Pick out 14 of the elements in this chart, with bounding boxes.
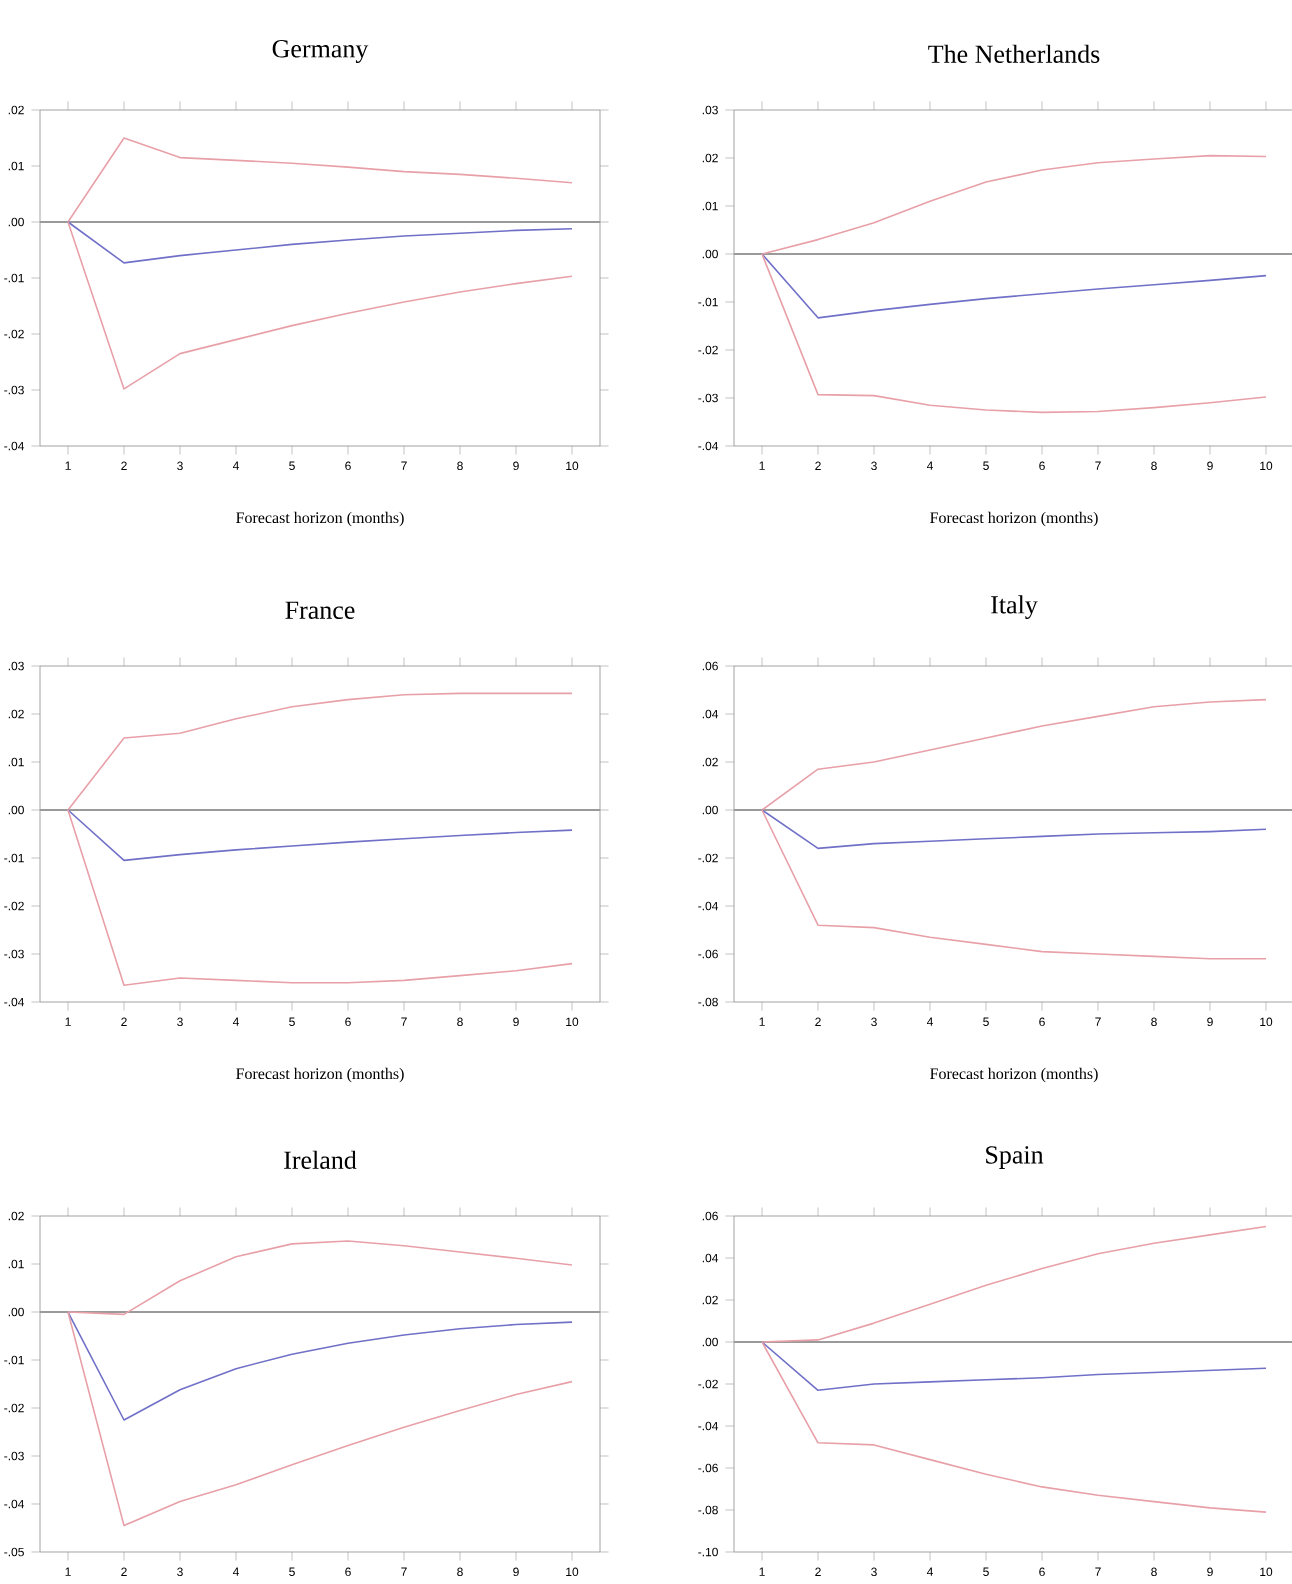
x-axis-title: Forecast horizon (months) [930,1067,1098,1083]
x-axis-title: Forecast horizon (months) [236,1067,404,1083]
line-series [67,1311,573,1421]
chart-title: Spain [986,1146,1044,1169]
chart-title: Italy [991,595,1038,619]
chart-title: France [285,601,355,619]
line-series [67,809,573,862]
x-axis-title: Forecast horizon (months) [236,511,404,527]
chart-title: The Netherlands [928,44,1100,63]
line-series [761,809,1267,850]
chart-title: Ireland [284,1150,357,1169]
x-axis-title: Forecast horizon (months) [930,511,1098,527]
chart-title: Germany [272,40,369,63]
line-series [67,221,573,264]
